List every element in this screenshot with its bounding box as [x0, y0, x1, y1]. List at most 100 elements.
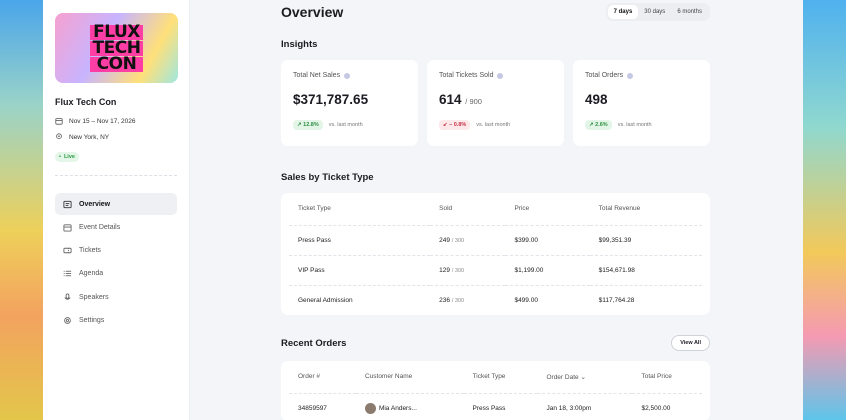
- range-6-months[interactable]: 6 months: [677, 9, 702, 15]
- table-header-row: Order # Customer Name Ticket Type Order …: [289, 361, 702, 393]
- event-location: New York, NY: [55, 133, 177, 141]
- cell-price: $1,199.00: [505, 254, 590, 285]
- cell-revenue: $154,671.98: [589, 254, 702, 285]
- table-row[interactable]: 34859597 Mia Anders... Press Pass Jan 18…: [289, 392, 702, 420]
- delta-badge: ↗ 12.8%: [293, 120, 323, 130]
- mic-icon: [64, 293, 71, 300]
- range-7-days[interactable]: 7 days: [607, 5, 639, 19]
- column-header: Order #: [298, 373, 321, 381]
- ticket-icon: [63, 247, 72, 254]
- column-header-sortable[interactable]: Order Date ⌄: [537, 361, 632, 393]
- page-header: Overview 7 days 30 days 6 months: [281, 0, 710, 24]
- cell-order-number: 34859597: [289, 392, 356, 420]
- info-icon[interactable]: [344, 72, 351, 79]
- location-pin-icon: [56, 133, 62, 139]
- table-row[interactable]: General Admission 236 / 300 $499.00 $117…: [289, 284, 702, 315]
- gear-icon: [64, 317, 71, 324]
- orders-table: Order # Customer Name Ticket Type Order …: [289, 361, 702, 420]
- card-label: Total Tickets Sold: [439, 72, 552, 79]
- sidebar: FLUX TECH CON Flux Tech Con Nov 15 – Nov…: [43, 0, 190, 420]
- event-dates-text: Nov 15 – Nov 17, 2026: [69, 117, 136, 125]
- event-logo: FLUX TECH CON: [55, 13, 178, 83]
- sidebar-item-overview[interactable]: Overview: [55, 193, 177, 215]
- cell-sold: 249 / 300: [430, 224, 506, 255]
- card-value-text: 498: [585, 92, 608, 107]
- cell-revenue: $117,764.28: [589, 284, 702, 315]
- delta-text: 12.8%: [303, 122, 319, 128]
- sidebar-item-speakers[interactable]: Speakers: [55, 286, 177, 308]
- cell-ticket-type: Press Pass: [463, 392, 538, 420]
- live-dot-icon: •: [59, 154, 61, 160]
- card-value: 614 / 900: [439, 92, 552, 107]
- sold-value: 129: [439, 266, 451, 274]
- cell-sold: 129 / 300: [430, 254, 506, 285]
- status-text: Live: [63, 154, 75, 160]
- table-row[interactable]: Press Pass 249 / 300 $399.00 $99,351.39: [289, 224, 702, 255]
- card-footer: ↗ 2.6% vs. last month: [585, 120, 698, 130]
- orders-table-panel: Order # Customer Name Ticket Type Order …: [281, 361, 710, 420]
- sold-capacity: / 300: [451, 297, 465, 304]
- sidebar-item-agenda[interactable]: Agenda: [55, 263, 177, 285]
- sidebar-item-label: Tickets: [79, 247, 101, 255]
- card-footer: ↗ 12.8% vs. last month: [293, 120, 406, 130]
- card-total-net-sales: Total Net Sales $371,787.65 ↗ 12.8% vs. …: [281, 60, 418, 146]
- sales-table: Ticket Type Sold Price Total Revenue Pre…: [289, 193, 702, 315]
- sidebar-item-settings[interactable]: Settings: [55, 309, 177, 331]
- card-value-text: 614: [439, 92, 462, 107]
- range-30-days[interactable]: 30 days: [644, 9, 666, 15]
- cell-ticket-type: VIP Pass: [289, 254, 431, 285]
- column-header-text: Order Date: [546, 373, 579, 381]
- logo-line-2: TECH: [89, 39, 144, 56]
- card-value: 498: [585, 92, 698, 107]
- view-all-button[interactable]: View All: [671, 335, 710, 351]
- sold-capacity: / 300: [451, 237, 465, 244]
- sales-title: Sales by Ticket Type: [281, 172, 374, 183]
- column-header: Price: [514, 205, 530, 213]
- comparison-text: vs. last month: [476, 122, 511, 128]
- column-header: Total Price: [641, 373, 672, 381]
- table-row[interactable]: VIP Pass 129 / 300 $1,199.00 $154,671.98: [289, 254, 702, 285]
- event-location-text: New York, NY: [69, 133, 110, 141]
- overview-icon: [63, 200, 72, 208]
- sidebar-item-label: Settings: [79, 316, 105, 324]
- logo-text: FLUX TECH CON: [89, 23, 144, 73]
- event-dates: Nov 15 – Nov 17, 2026: [55, 117, 177, 125]
- info-icon[interactable]: [497, 72, 504, 79]
- comparison-text: vs. last month: [617, 122, 652, 128]
- orders-header: Recent Orders View All: [281, 335, 710, 351]
- cell-ticket-type: Press Pass: [289, 224, 431, 255]
- cell-order-date: Jan 18, 3:00pm: [537, 392, 633, 420]
- cell-total-price: $2,500.00: [632, 392, 702, 420]
- sold-value: 236: [439, 296, 451, 304]
- table-header-row: Ticket Type Sold Price Total Revenue: [289, 193, 702, 225]
- info-icon[interactable]: [627, 72, 634, 79]
- cell-ticket-type: General Admission: [289, 284, 431, 315]
- logo-line-1: FLUX: [89, 23, 144, 40]
- list-icon: [63, 271, 72, 277]
- calendar-icon: [63, 224, 72, 232]
- sidebar-item-tickets[interactable]: Tickets: [55, 240, 177, 262]
- cell-revenue: $99,351.39: [589, 224, 702, 255]
- column-header: Ticket Type: [298, 205, 331, 213]
- card-total-orders: Total Orders 498 ↗ 2.6% vs. last month: [573, 60, 710, 146]
- event-name: Flux Tech Con: [55, 97, 117, 107]
- sold-capacity: / 300: [451, 267, 465, 274]
- avatar: [364, 402, 376, 414]
- background-left: [0, 0, 43, 420]
- cell-price: $399.00: [505, 224, 590, 255]
- sidebar-item-label: Overview: [79, 200, 111, 208]
- sidebar-item-event-details[interactable]: Event Details: [55, 216, 177, 238]
- delta-text: 2.6%: [595, 122, 608, 128]
- delta-text: – 0.8%: [449, 122, 467, 128]
- column-header: Customer Name: [364, 373, 413, 381]
- card-value: $371,787.65: [293, 92, 406, 107]
- insight-cards: Total Net Sales $371,787.65 ↗ 12.8% vs. …: [281, 60, 710, 146]
- calendar-icon: [55, 118, 63, 125]
- customer-name: Mia Anders...: [378, 404, 417, 412]
- orders-title: Recent Orders: [281, 337, 347, 349]
- cell-customer: Mia Anders...: [355, 392, 464, 420]
- chevron-down-icon: ⌄: [580, 373, 586, 381]
- date-range-toggle: 7 days 30 days 6 months: [605, 3, 710, 21]
- sales-table-panel: Ticket Type Sold Price Total Revenue Pre…: [281, 193, 710, 315]
- main-content: Overview 7 days 30 days 6 months Insight…: [189, 0, 803, 420]
